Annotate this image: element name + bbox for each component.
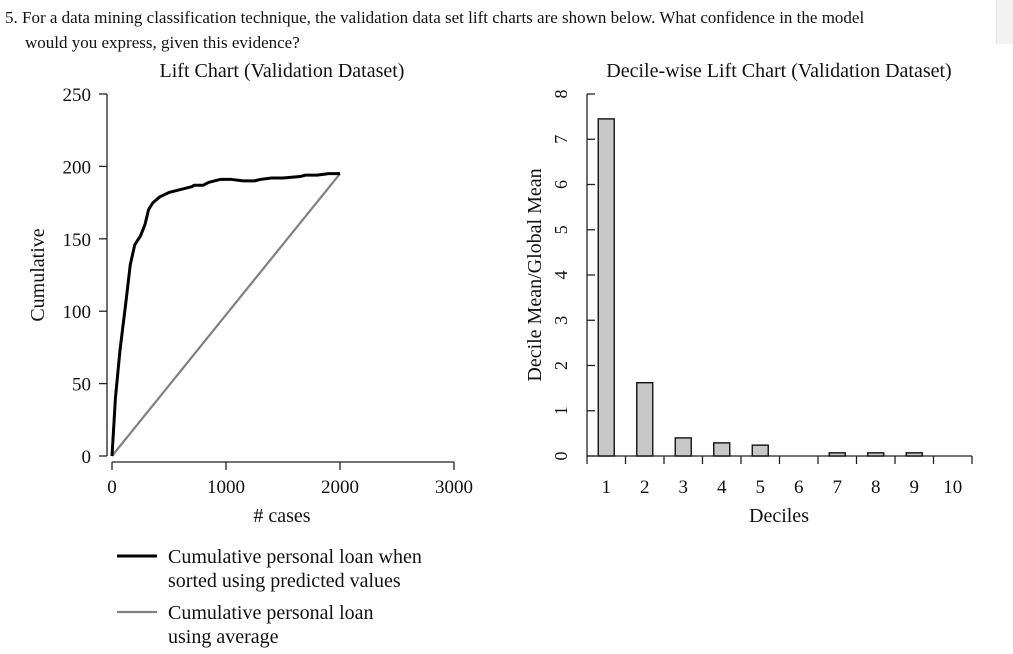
- question-line-2: would you express, given this evidence?: [25, 33, 300, 52]
- lift-x-axis-label: # cases: [253, 505, 310, 527]
- lift-y-tick-label: 50: [72, 375, 91, 396]
- decile-x-tick-label: 6: [794, 477, 804, 498]
- question-line-1: 5. For a data mining classification tech…: [5, 8, 865, 27]
- decile-chart-title: Decile-wise Lift Chart (Validation Datas…: [606, 60, 951, 82]
- lift-y-tick-label: 200: [63, 157, 92, 178]
- decile-y-tick-label: 0: [551, 452, 571, 461]
- decile-bar-8: [867, 452, 885, 457]
- lift-y-tick-label: 150: [63, 230, 92, 251]
- lift-y-axis-label: Cumulative: [27, 228, 49, 321]
- decile-x-tick-label: 9: [910, 477, 920, 498]
- decile-x-tick-label: 4: [717, 477, 727, 498]
- decile-x-tick-label: 1: [602, 477, 612, 498]
- legend-label: sorted using predicted values: [168, 570, 401, 592]
- lift-y-tick-label: 100: [63, 302, 92, 323]
- decile-x-tick-label: 5: [756, 477, 766, 498]
- scrollbar-edge: [996, 0, 1013, 44]
- decile-y-tick-label: 4: [551, 271, 571, 280]
- lift-x-tick-label: 1000: [207, 477, 245, 498]
- decile-x-tick-label: 8: [871, 477, 881, 498]
- decile-bar-4: [713, 442, 731, 457]
- series-line-average: [111, 172, 341, 457]
- decile-bar-5: [751, 444, 769, 457]
- decile-bar-2: [636, 381, 654, 457]
- decile-y-tick-label: 8: [551, 90, 571, 99]
- decile-y-tick-label: 7: [551, 135, 571, 144]
- decile-y-tick-label: 3: [551, 316, 571, 325]
- lift-y-tick-label: 0: [82, 447, 92, 468]
- decile-y-axis-label: Decile Mean/Global Mean: [524, 168, 546, 381]
- decile-x-tick-label: 10: [943, 477, 962, 498]
- series-line-predicted: [110, 172, 340, 457]
- legend-label: using average: [168, 626, 279, 648]
- decile-x-axis-label: Deciles: [749, 505, 809, 527]
- decile-x-tick-label: 2: [640, 477, 650, 498]
- decile-y-tick-label: 1: [551, 406, 571, 415]
- decile-bar-7: [828, 452, 846, 457]
- lift-chart-title: Lift Chart (Validation Dataset): [160, 60, 405, 82]
- decile-bar-1: [597, 118, 615, 457]
- legend-label: Cumulative personal loan when: [168, 546, 422, 568]
- decile-x-tick-label: 7: [833, 477, 843, 498]
- lift-x-tick-label: 0: [107, 477, 117, 498]
- decile-y-tick-label: 5: [551, 225, 571, 234]
- decile-bar-3: [674, 437, 692, 457]
- decile-x-tick-label: 3: [679, 477, 689, 498]
- legend-label: Cumulative personal loan: [168, 602, 374, 624]
- decile-bar-9: [905, 452, 923, 457]
- lift-x-tick-label: 3000: [435, 477, 473, 498]
- decile-y-tick-label: 6: [551, 180, 571, 189]
- lift-x-tick-label: 2000: [321, 477, 359, 498]
- lift-y-tick-label: 250: [63, 85, 92, 106]
- decile-y-tick-label: 2: [551, 361, 571, 370]
